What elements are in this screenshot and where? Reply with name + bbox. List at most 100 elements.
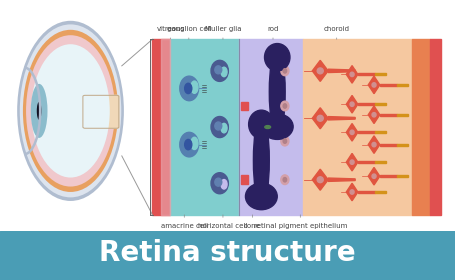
Polygon shape (368, 136, 380, 153)
Ellipse shape (26, 35, 115, 186)
Polygon shape (358, 73, 375, 75)
Polygon shape (368, 167, 380, 185)
Ellipse shape (253, 113, 269, 208)
Polygon shape (380, 144, 397, 146)
Polygon shape (397, 84, 408, 86)
Bar (241, 102, 248, 110)
Text: rod: rod (268, 26, 278, 39)
Ellipse shape (31, 44, 110, 178)
Polygon shape (368, 106, 380, 123)
Polygon shape (397, 175, 408, 177)
Polygon shape (312, 60, 328, 81)
Ellipse shape (350, 72, 354, 76)
Polygon shape (375, 103, 385, 105)
Polygon shape (328, 116, 355, 120)
Ellipse shape (372, 174, 376, 178)
Polygon shape (397, 144, 408, 146)
Polygon shape (375, 161, 385, 163)
Bar (161, 39, 170, 215)
Polygon shape (380, 175, 397, 177)
Ellipse shape (191, 81, 198, 93)
Polygon shape (375, 73, 385, 75)
Text: vitreous: vitreous (157, 26, 185, 39)
Ellipse shape (31, 84, 47, 138)
Polygon shape (358, 161, 375, 163)
Ellipse shape (221, 179, 227, 189)
Polygon shape (328, 69, 355, 73)
FancyBboxPatch shape (83, 95, 119, 128)
Bar (430, 39, 441, 215)
Bar (239, 39, 303, 215)
Polygon shape (375, 191, 385, 193)
Ellipse shape (269, 46, 285, 137)
Ellipse shape (37, 102, 41, 120)
Ellipse shape (20, 24, 121, 197)
Ellipse shape (248, 110, 274, 139)
Ellipse shape (221, 67, 227, 77)
Ellipse shape (215, 122, 222, 130)
Ellipse shape (281, 136, 289, 146)
Ellipse shape (283, 69, 287, 73)
Polygon shape (380, 114, 397, 116)
Polygon shape (346, 123, 358, 141)
Ellipse shape (317, 68, 323, 74)
Ellipse shape (281, 101, 289, 111)
Text: retinal pigment epithelium: retinal pigment epithelium (253, 215, 347, 229)
Polygon shape (312, 108, 328, 129)
Polygon shape (346, 153, 358, 171)
Polygon shape (312, 169, 328, 190)
Polygon shape (328, 178, 355, 181)
Text: amacrine cell: amacrine cell (161, 215, 208, 229)
Polygon shape (346, 183, 358, 201)
Ellipse shape (211, 116, 228, 137)
Ellipse shape (245, 183, 277, 210)
Ellipse shape (350, 102, 354, 106)
Polygon shape (346, 66, 358, 83)
Ellipse shape (221, 123, 227, 133)
Ellipse shape (350, 190, 354, 194)
Ellipse shape (372, 83, 376, 87)
Ellipse shape (283, 139, 287, 143)
Ellipse shape (23, 30, 118, 192)
Ellipse shape (281, 66, 289, 76)
Ellipse shape (191, 137, 198, 150)
Text: choroid: choroid (324, 26, 350, 39)
Polygon shape (358, 131, 375, 133)
Polygon shape (358, 103, 375, 105)
Ellipse shape (261, 114, 293, 139)
Ellipse shape (317, 177, 323, 183)
Ellipse shape (185, 139, 192, 150)
Ellipse shape (350, 130, 354, 134)
Polygon shape (380, 84, 397, 86)
Ellipse shape (211, 173, 228, 194)
Text: Muller glia: Muller glia (205, 26, 241, 39)
Ellipse shape (317, 115, 323, 121)
Ellipse shape (17, 21, 124, 201)
Bar (303, 39, 413, 215)
Ellipse shape (350, 160, 354, 164)
Bar (241, 175, 248, 184)
Ellipse shape (215, 178, 222, 186)
Ellipse shape (211, 60, 228, 81)
Ellipse shape (215, 66, 222, 74)
Bar (152, 39, 170, 215)
Ellipse shape (265, 126, 271, 129)
Polygon shape (368, 76, 380, 94)
Ellipse shape (180, 132, 198, 157)
Text: horizontal cell: horizontal cell (198, 215, 248, 229)
Ellipse shape (281, 175, 289, 185)
Text: Retina structure: Retina structure (99, 239, 356, 267)
Ellipse shape (372, 113, 376, 117)
Ellipse shape (180, 76, 198, 101)
Ellipse shape (283, 104, 287, 108)
Polygon shape (346, 95, 358, 113)
Ellipse shape (372, 143, 376, 147)
Ellipse shape (264, 44, 290, 71)
Bar (170, 39, 239, 215)
Ellipse shape (185, 83, 192, 94)
Polygon shape (397, 114, 408, 116)
Polygon shape (375, 131, 385, 133)
Polygon shape (358, 191, 375, 193)
Ellipse shape (283, 178, 287, 182)
Text: cone: cone (244, 215, 261, 229)
